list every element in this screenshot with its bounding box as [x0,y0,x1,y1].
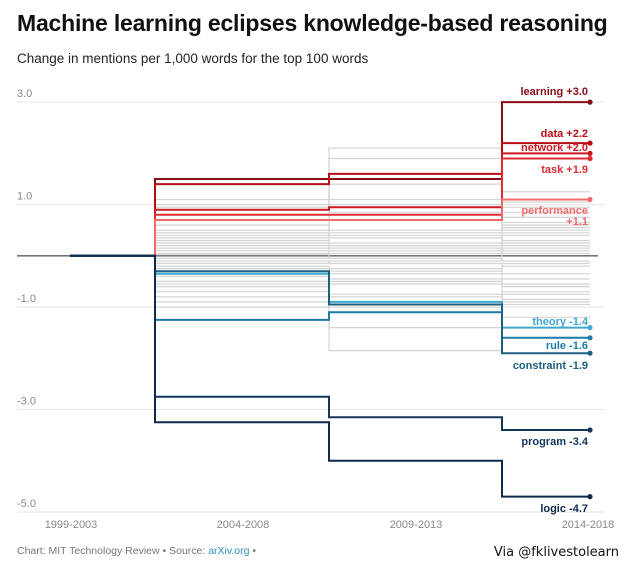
series-label-data: data +2.2 [541,128,588,140]
x-tick-label: 2014-2018 [562,519,615,531]
axis-layer: 3.0 1.0 -1.0 -3.0 -5.0 1999-2003 2004-2008 2009… [17,88,614,531]
series-label-theory: theory -1.4 [532,316,589,328]
series-endpoint-constraint [587,350,593,356]
series-label-layer: learning +3.0 data +2.2 network +2.0 task +… [513,86,589,515]
footer-trailing: • [249,545,257,557]
series-label-task: task +1.9 [541,164,588,176]
y-tick-label: -3.0 [17,396,36,408]
background-series-line [70,216,590,257]
y-tick-label: 1.0 [17,191,32,203]
series-endpoint-rule [587,335,593,341]
series-endpoint-task [587,155,593,162]
footer-credit: Chart: MIT Technology Review • Source: [17,545,209,557]
series-label-performance: performance [521,205,588,217]
background-series-line [70,147,590,257]
series-label-network: network +2.0 [521,142,588,154]
series-endpoint-performance [587,196,593,203]
series-layer [70,99,593,500]
watermark: Via @fklivestolearn [493,545,619,560]
series-label-logic: logic -4.7 [540,503,588,515]
y-tick-label: -5.0 [17,498,36,510]
x-tick-label: 2009-2013 [390,519,443,531]
series-endpoint-logic [587,494,593,500]
x-tick-label: 2004-2008 [217,519,270,531]
y-tick-label: -1.0 [17,293,36,305]
series-endpoint-theory [587,324,593,331]
chart-footer: Chart: MIT Technology Review • Source: a… [17,545,256,557]
chart-plot: 3.0 1.0 -1.0 -3.0 -5.0 1999-2003 2004-2008 2009… [17,86,614,531]
chart-title: Machine learning eclipses knowledge-base… [17,10,608,36]
series-endpoint-learning [587,99,593,105]
chart-subtitle: Change in mentions per 1,000 words for t… [17,51,369,66]
series-label-learning: learning +3.0 [520,86,588,98]
x-tick-label: 1999-2003 [45,519,98,531]
series-endpoint-network [587,150,593,156]
series-label-rule: rule -1.6 [546,340,588,352]
series-label-program: program -3.4 [521,436,589,448]
series-line-logic [70,254,590,498]
source-link[interactable]: arXiv.org [208,545,250,557]
y-tick-label: 3.0 [17,88,32,100]
series-endpoint-program [587,427,593,433]
series-label-performance: +1.1 [566,216,588,228]
series-label-constraint: constraint -1.9 [513,360,588,372]
background-series-line [70,227,590,257]
series-endpoint-data [587,140,593,146]
